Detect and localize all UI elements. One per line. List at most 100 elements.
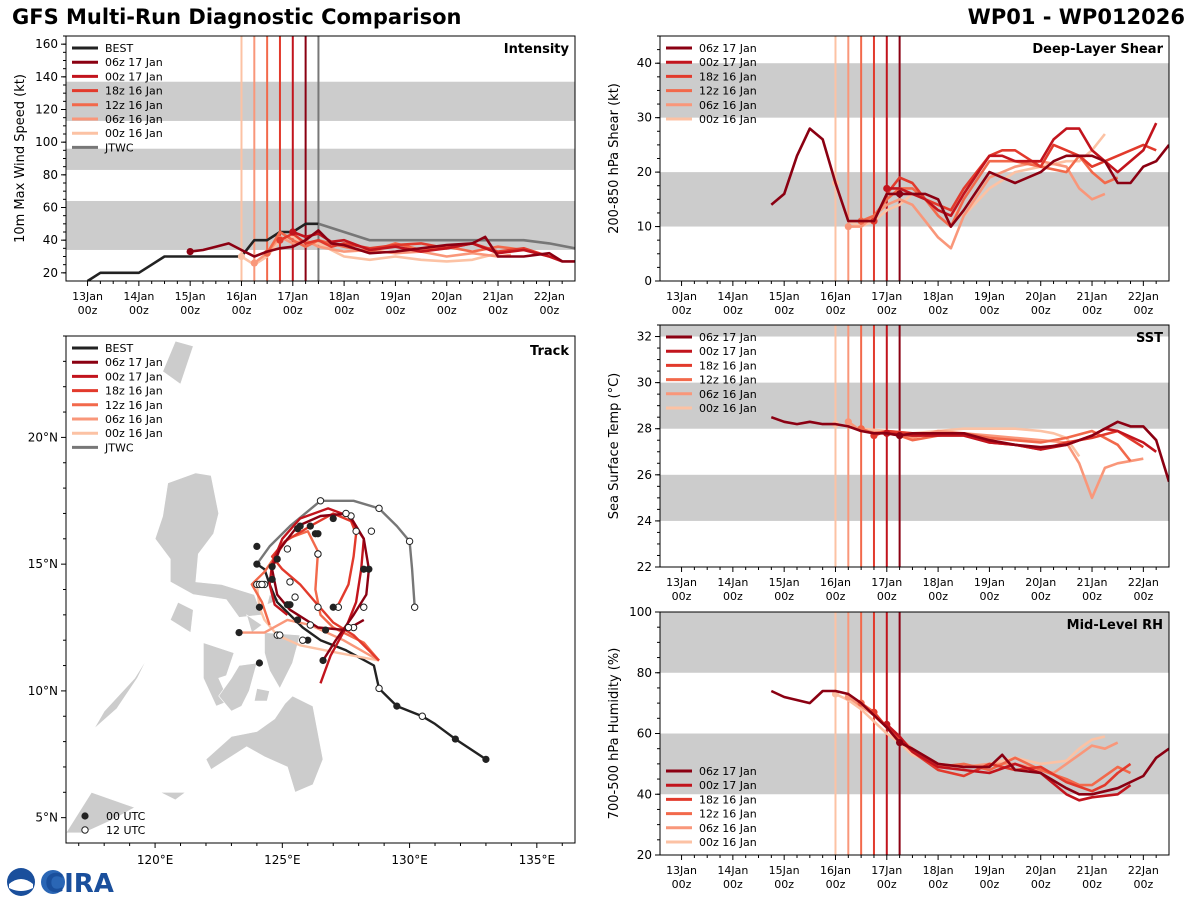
intensity-x-tick-sublabel: 00z (129, 304, 149, 317)
intensity-legend-label: 06z 17 Jan (105, 56, 163, 69)
track-panel-title: Track (530, 344, 569, 359)
track-point-12utc (367, 527, 376, 535)
track-point-12utc (314, 550, 322, 558)
track-point-00utc (321, 626, 330, 634)
track-point-12utc (344, 623, 353, 632)
shear-init-point (883, 184, 891, 193)
shear-x-tick-label: 21Jan (1077, 290, 1108, 303)
rh-y-tick-label: 60 (637, 727, 652, 741)
sst-y-tick-label: 28 (637, 422, 652, 436)
sst-x-tick-sublabel: 00z (1082, 590, 1102, 603)
intensity-panel: 2040608010012014016013Jan00z14Jan00z15Ja… (13, 35, 576, 317)
shear-series-line (770, 127, 1169, 228)
sst-legend-label: 18z 16 Jan (699, 359, 757, 372)
track-point-12utc (352, 527, 360, 535)
shear-init-point (896, 190, 904, 198)
rh-legend-label: 18z 16 Jan (699, 793, 757, 806)
cira-globe-icon (41, 870, 65, 894)
track-point-00utc (286, 601, 294, 609)
sst-series-line (886, 427, 1157, 453)
sst-x-tick-sublabel: 00z (672, 590, 692, 603)
shear-x-tick-sublabel: 00z (672, 304, 692, 317)
rh-x-tick-label: 14Jan (717, 864, 748, 877)
track-panel: 120°E 125°E 130°E 135°E 5°N 10°N 15°N 20°N Track… (28, 335, 576, 867)
sst-x-tick-label: 15Jan (769, 576, 800, 589)
rh-legend-label: 06z 17 Jan (699, 765, 757, 778)
track-point-12utc (410, 603, 419, 611)
track-point-00utc (360, 565, 368, 573)
shear-x-tick-label: 18Jan (923, 290, 954, 303)
sst-x-tick-label: 19Jan (974, 576, 1005, 589)
intensity-init-point (276, 236, 284, 244)
intensity-x-tick-label: 16Jan (226, 290, 257, 303)
rh-legend-label: 06z 16 Jan (699, 822, 757, 835)
intensity-x-tick-sublabel: 00z (539, 304, 559, 317)
shear-x-tick-sublabel: 00z (723, 304, 743, 317)
land-polygon (218, 662, 258, 712)
shear-panel: 01020304013Jan00z14Jan00z15Jan00z16Jan00… (607, 35, 1170, 317)
intensity-x-tick-label: 19Jan (380, 290, 411, 303)
legend-12utc-marker (81, 826, 89, 834)
sst-x-tick-sublabel: 00z (826, 590, 846, 603)
sst-x-tick-label: 22Jan (1128, 576, 1159, 589)
shear-y-tick-label: 0 (644, 274, 652, 288)
track-legend-label: 00z 16 Jan (105, 427, 163, 440)
track-y-tick-label: 15°N (28, 557, 58, 571)
shear-panel-title: Deep-Layer Shear (1032, 42, 1163, 57)
sst-x-tick-label: 16Jan (820, 576, 851, 589)
intensity-y-tick-label: 80 (43, 168, 58, 182)
shear-x-tick-sublabel: 00z (877, 304, 897, 317)
intensity-x-tick-sublabel: 00z (334, 304, 354, 317)
shear-x-tick-label: 19Jan (974, 290, 1005, 303)
shear-x-tick-label: 22Jan (1128, 290, 1159, 303)
legend-00utc-label: 00 UTC (106, 810, 146, 823)
shear-x-tick-sublabel: 00z (1082, 304, 1102, 317)
track-point-12utc (375, 504, 383, 513)
track-point-12utc (405, 537, 414, 546)
intensity-legend-label: 12z 16 Jan (105, 99, 163, 112)
land-polygon (253, 688, 270, 702)
shear-x-tick-label: 15Jan (769, 290, 800, 303)
sst-plot-area (660, 325, 1169, 567)
intensity-plot-area (66, 36, 575, 281)
rh-x-tick-sublabel: 00z (774, 878, 794, 891)
rh-y-tick-label: 40 (637, 787, 652, 801)
track-point-00utc (268, 575, 276, 583)
rh-x-tick-sublabel: 00z (1031, 878, 1051, 891)
shear-series-line (886, 122, 1158, 217)
rh-init-point (896, 739, 904, 747)
intensity-x-tick-sublabel: 00z (232, 304, 252, 317)
track-point-00utc (393, 702, 401, 710)
intensity-x-tick-label: 17Jan (277, 290, 308, 303)
land-polygon (66, 791, 136, 834)
track-point-00utc (293, 616, 302, 624)
track-point-12utc (342, 509, 350, 518)
track-x-tick-label: 135°E (519, 853, 556, 867)
figure-title: GFS Multi-Run Diagnostic Comparison (12, 5, 462, 29)
intensity-legend-label: 18z 16 Jan (105, 85, 163, 98)
rh-x-tick-label: 19Jan (974, 864, 1005, 877)
sst-panel-title: SST (1136, 331, 1163, 346)
storm-id-title: WP01 - WP012026 (967, 5, 1185, 29)
sst-x-tick-label: 14Jan (717, 576, 748, 589)
track-point-00utc (304, 636, 312, 644)
rh-x-tick-label: 18Jan (923, 864, 954, 877)
intensity-x-tick-sublabel: 00z (283, 304, 303, 317)
sst-legend-label: 12z 16 Jan (699, 374, 757, 387)
land-polygon (264, 632, 301, 690)
shear-plot-area (660, 36, 1169, 281)
cira-logo-text: CIRA (45, 869, 114, 898)
sst-series-line (770, 415, 1169, 483)
rh-x-tick-sublabel: 00z (877, 878, 897, 891)
rh-y-tick-label: 20 (637, 848, 652, 862)
sst-x-tick-label: 18Jan (923, 576, 954, 589)
sst-x-tick-label: 21Jan (1077, 576, 1108, 589)
shear-series-line (860, 154, 1119, 228)
intensity-y-tick-label: 120 (35, 103, 58, 117)
track-legend-label: JTWC (104, 441, 134, 454)
rh-y-axis-label: 700-500 hPa Humidity (%) (607, 648, 622, 820)
rh-x-tick-sublabel: 00z (928, 878, 948, 891)
intensity-y-tick-label: 40 (43, 233, 58, 247)
intensity-x-tick-sublabel: 00z (437, 304, 457, 317)
sst-y-tick-label: 24 (637, 514, 652, 528)
